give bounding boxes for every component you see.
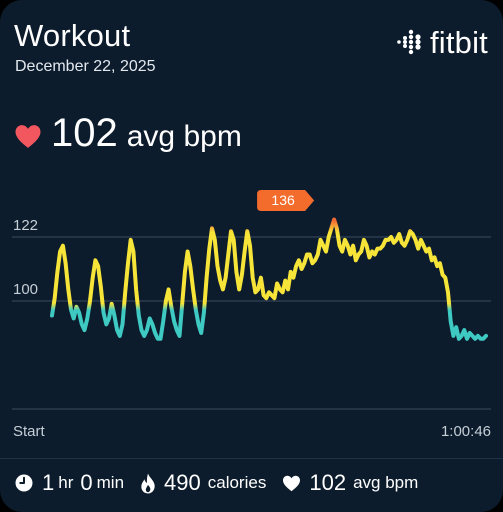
- x-axis-start-label: Start: [13, 423, 45, 440]
- duration-hours-unit: hr: [58, 473, 74, 492]
- calories-value: 490: [164, 470, 201, 495]
- calories-stat: 490 calories: [140, 470, 266, 496]
- avg-bpm-stat-value: 102: [309, 470, 347, 495]
- flame-icon: [141, 473, 155, 493]
- divider: [0, 458, 503, 459]
- fitbit-logo-icon: [397, 29, 421, 55]
- heart-rate-line: [50, 217, 488, 341]
- heart-rate-chart: 100 122 136: [12, 190, 491, 410]
- clock-icon: [15, 474, 33, 492]
- peak-badge-label: 136: [271, 192, 295, 208]
- avg-bpm-unit: avg bpm: [126, 120, 242, 153]
- calories-unit: calories: [207, 473, 267, 492]
- duration-minutes-unit: min: [96, 473, 125, 492]
- duration-hours: 1: [42, 470, 55, 495]
- average-heart-rate: 102 avg bpm: [14, 113, 242, 153]
- brand-name: fitbit: [429, 24, 488, 60]
- peak-badge: [257, 190, 315, 211]
- y-tick-label-100: 100: [13, 281, 38, 298]
- duration-stat: 1 hr 0 min: [14, 470, 124, 496]
- workout-title: Workout: [14, 18, 131, 53]
- stats-row: 1 hr 0 min 490 calories 102 avg bpm: [14, 468, 418, 498]
- avg-bpm-value: 102: [51, 111, 118, 155]
- avg-bpm-stat: 102 avg bpm: [282, 470, 418, 496]
- brand-logo: fitbit: [394, 26, 488, 58]
- x-axis-end-label: 1:00:46: [440, 423, 491, 440]
- y-tick-label-122: 122: [13, 217, 38, 234]
- heart-icon: [15, 125, 41, 148]
- avg-bpm-stat-unit: avg bpm: [353, 473, 419, 492]
- duration-minutes: 0: [80, 470, 93, 495]
- heart-outline-icon: [283, 475, 301, 491]
- workout-date: December 22, 2025: [15, 58, 156, 75]
